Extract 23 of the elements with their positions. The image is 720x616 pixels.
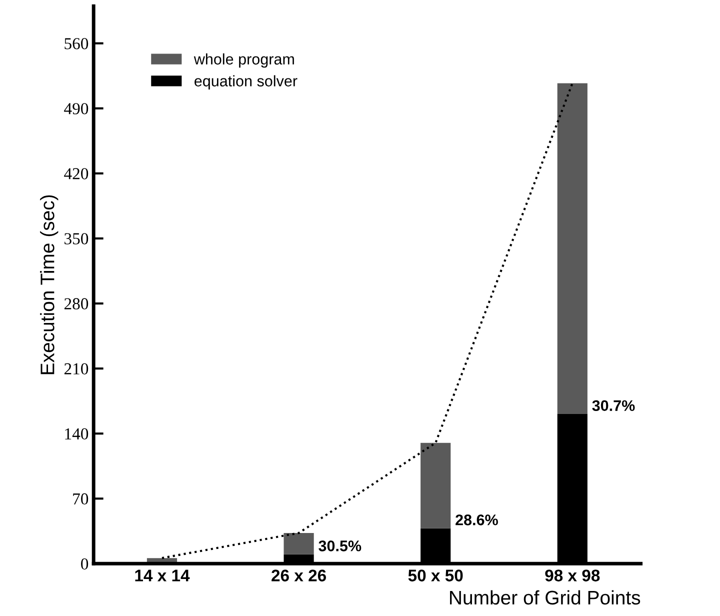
x-tick-label: 26 x 26 (272, 570, 326, 582)
y-tick-label: 140 (65, 428, 88, 440)
y-tick-label: 210 (64, 363, 88, 374)
bar (557, 83, 588, 414)
y-tick-label: 350 (64, 233, 88, 244)
x-axis-title: Number of Grid Points (450, 590, 640, 605)
y-tick-label: 70 (73, 493, 88, 505)
bar (284, 532, 314, 554)
y-tick-label: 280 (64, 298, 88, 310)
legend-label: equation solver (194, 75, 298, 90)
annotation: 28.6% (456, 514, 498, 526)
x-tick-label: 98 x 98 (545, 570, 600, 582)
y-axis-title: Execution Time (sec) (40, 195, 58, 374)
legend-label: whole program (194, 53, 294, 68)
y-tick-label: 490 (64, 103, 88, 114)
y-tick-label: 560 (64, 38, 88, 50)
annotation: 30.5% (318, 540, 362, 552)
y-tick-label: 0 (81, 558, 88, 570)
x-tick-label: 50 x 50 (408, 570, 463, 582)
x-tick-label: 14 x 14 (135, 570, 190, 582)
y-tick-label: 420 (64, 168, 88, 180)
bar (420, 442, 451, 528)
annotation: 30.7% (592, 400, 635, 412)
